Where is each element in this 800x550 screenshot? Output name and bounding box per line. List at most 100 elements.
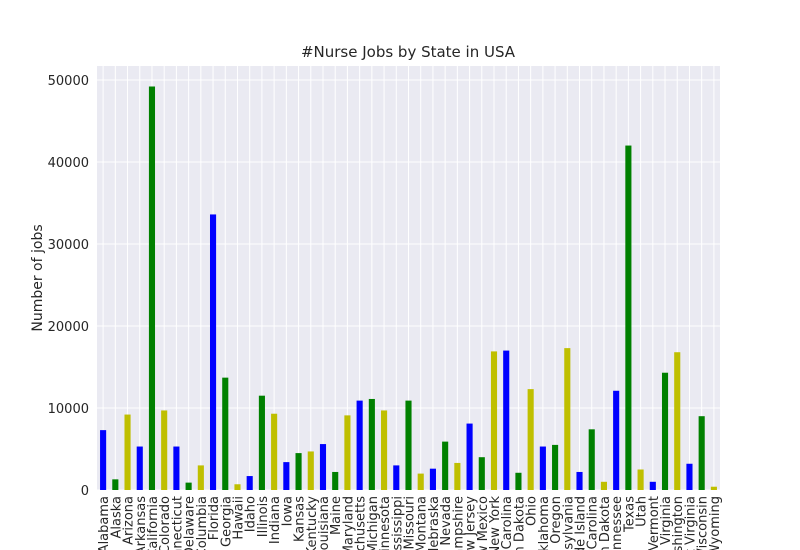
bar <box>454 462 461 490</box>
x-tick-label: Idaho <box>244 496 259 532</box>
bar <box>442 441 449 490</box>
bar <box>661 372 669 490</box>
x-tick-label: Minnesota <box>378 496 393 550</box>
x-tick-label: Kansas <box>293 496 308 542</box>
x-tick-label: Vermont <box>647 496 662 550</box>
bar <box>112 479 119 490</box>
bar <box>100 430 107 490</box>
bar <box>490 351 498 490</box>
x-tick-label: Mississippi <box>390 496 405 550</box>
bar <box>552 444 559 490</box>
x-tick-label: New Mexico <box>476 496 491 550</box>
bar <box>148 86 156 490</box>
x-tick-label: Maryland <box>341 496 356 550</box>
y-tick-label: 30000 <box>48 238 89 253</box>
x-tick-label: Hawaii <box>231 496 246 540</box>
bar <box>283 462 290 490</box>
x-tick-label: Indiana <box>268 496 283 544</box>
x-tick-label: Oklahoma <box>537 496 552 550</box>
bar <box>295 453 302 490</box>
x-tick-label: Washington <box>671 496 686 550</box>
x-tick-label: Nebraska <box>427 496 442 550</box>
bar <box>222 377 229 490</box>
x-tick-label: Michigan <box>366 496 381 550</box>
x-tick-label: District of Columbia <box>195 496 210 550</box>
bar <box>258 395 265 490</box>
bar <box>161 410 168 490</box>
x-tick-label: New Hampshire <box>451 496 466 550</box>
bar <box>527 389 534 490</box>
bar <box>246 476 253 490</box>
bar <box>625 145 632 490</box>
bar <box>381 410 388 490</box>
y-axis-label: Number of jobs <box>30 224 46 331</box>
x-tick-label: West Virginia <box>683 496 698 550</box>
bar <box>503 350 510 490</box>
x-tick-label: Oregon <box>549 496 564 544</box>
x-tick-label: Pennsylvania <box>561 496 576 550</box>
x-tick-label: Alaska <box>109 496 124 539</box>
x-tick-label: South Dakota <box>598 496 613 550</box>
x-tick-label: Georgia <box>219 496 234 547</box>
x-tick-label: North Carolina <box>500 496 515 550</box>
x-tick-label: Iowa <box>280 496 295 526</box>
bar <box>136 446 143 490</box>
bar <box>649 481 656 490</box>
bar <box>466 423 473 490</box>
x-tick-label: Nevada <box>439 496 454 546</box>
y-tick-label: 0 <box>81 484 89 499</box>
bar <box>600 481 608 490</box>
y-tick-label: 20000 <box>48 320 89 335</box>
x-tick-label: Illinois <box>256 496 271 537</box>
x-tick-label: New Jersey <box>464 496 479 550</box>
bar <box>588 429 595 490</box>
x-tick-label: Rhode Island <box>574 496 589 550</box>
x-tick-label: Utah <box>635 496 650 527</box>
bar <box>197 465 204 490</box>
bar <box>332 471 339 490</box>
x-tick-label: Ohio <box>525 496 540 526</box>
bar <box>185 482 192 490</box>
x-tick-label: Alabama <box>97 496 112 550</box>
bar <box>674 352 681 490</box>
y-tick-label: 10000 <box>48 402 89 417</box>
x-tick-label: Arkansas <box>134 496 149 550</box>
x-tick-label: Montana <box>415 496 430 550</box>
bar <box>271 413 278 490</box>
bar <box>173 446 180 490</box>
bar <box>344 415 351 490</box>
bar <box>539 446 546 490</box>
x-tick-label: Texas <box>622 496 637 533</box>
bar <box>613 390 620 490</box>
x-tick-label: Kentucky <box>305 496 320 550</box>
x-tick-label: Massachusetts <box>354 496 369 550</box>
bar <box>564 348 571 490</box>
bar <box>307 451 314 490</box>
bar <box>393 465 400 490</box>
y-tick-label: 40000 <box>48 156 89 171</box>
bar <box>209 214 217 490</box>
x-tick-label: California <box>146 496 161 550</box>
x-tick-label: Florida <box>207 496 222 540</box>
x-tick-label: Wyoming <box>708 496 723 550</box>
bar <box>417 473 424 490</box>
x-tick-label: South Carolina <box>586 496 601 550</box>
bar <box>698 416 705 490</box>
bar <box>368 398 375 490</box>
bar <box>710 486 717 490</box>
x-tick-label: Virginia <box>659 496 674 545</box>
bar <box>429 468 436 490</box>
y-tick-label: 50000 <box>48 74 89 89</box>
x-tick-label: Maine <box>329 496 344 535</box>
bar <box>356 400 363 490</box>
bar <box>319 444 327 490</box>
bar <box>478 457 485 490</box>
chart-title: #Nurse Jobs by State in USA <box>301 43 516 61</box>
x-tick-label: North Dakota <box>512 496 527 550</box>
x-tick-label: Delaware <box>183 496 198 550</box>
x-tick-label: Wisconsin <box>696 496 711 550</box>
x-tick-label: Missouri <box>403 496 418 550</box>
bar <box>576 471 583 490</box>
bar <box>124 414 131 490</box>
